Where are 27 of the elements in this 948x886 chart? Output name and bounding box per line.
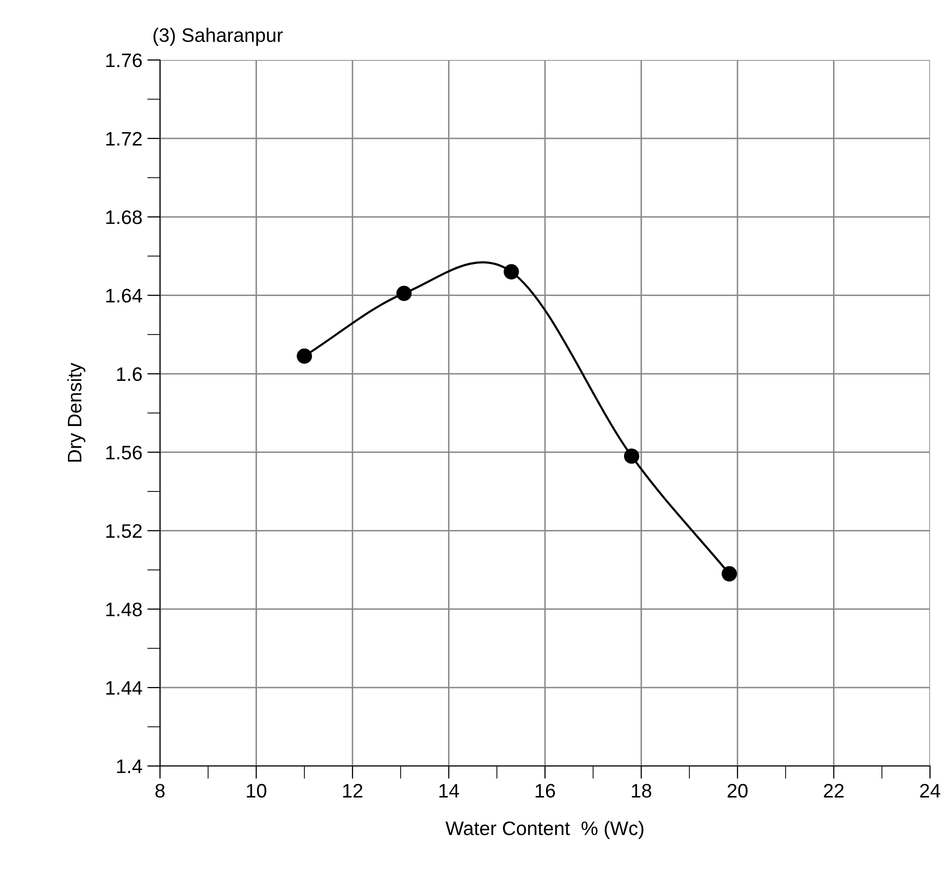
- y-tick-label: 1.44: [106, 681, 142, 695]
- y-tick-label: 1.48: [106, 602, 142, 616]
- x-axis-title: Water Content % (Wc): [446, 820, 644, 840]
- x-tick-label: 8: [155, 784, 165, 798]
- x-tick-label: 22: [824, 784, 844, 798]
- y-tick-label: 1.72: [106, 132, 142, 146]
- point: [504, 264, 519, 280]
- y-tick-label: 1.64: [106, 288, 142, 303]
- y-tick-label: 1.4: [117, 760, 142, 774]
- y-tick-label: 1.6: [117, 367, 142, 382]
- y-tick-label: 1.76: [106, 53, 142, 68]
- x-tick-label: 14: [439, 784, 459, 798]
- point: [722, 566, 737, 582]
- x-tick-label: 18: [632, 784, 652, 798]
- y-tick-label: 1.68: [106, 210, 142, 224]
- point: [396, 286, 412, 302]
- chart-title: (3) Saharanpur: [154, 28, 283, 46]
- x-tick-label: 12: [343, 784, 362, 798]
- x-tick-label: 20: [728, 784, 748, 798]
- y-tick-label: 1.56: [106, 446, 142, 460]
- x-tick-label: 16: [536, 784, 555, 798]
- point: [624, 448, 640, 464]
- point: [296, 348, 312, 364]
- y-tick-label: 1.52: [106, 524, 142, 538]
- x-tick-label: 10: [246, 784, 266, 798]
- x-tick-label: 24: [920, 784, 940, 798]
- y-axis-title: Dry Density: [67, 362, 86, 462]
